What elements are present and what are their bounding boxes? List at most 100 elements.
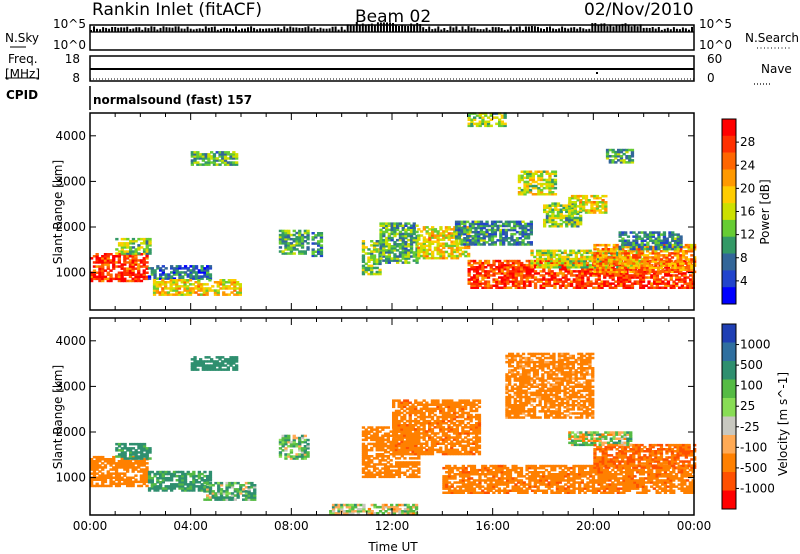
data-cell bbox=[630, 276, 635, 279]
data-cell bbox=[221, 360, 225, 363]
data-cell bbox=[583, 286, 588, 289]
data-cell bbox=[134, 462, 138, 465]
data-cell bbox=[239, 486, 243, 489]
data-cell bbox=[90, 275, 94, 279]
data-cell bbox=[278, 442, 283, 446]
data-cell bbox=[570, 218, 574, 222]
data-cell bbox=[541, 266, 545, 269]
data-cell bbox=[401, 253, 405, 256]
data-cell bbox=[632, 254, 636, 257]
data-cell bbox=[582, 201, 586, 204]
data-cell bbox=[611, 161, 615, 164]
data-cell bbox=[101, 255, 105, 258]
data-cell bbox=[624, 243, 628, 247]
data-cell bbox=[654, 262, 658, 265]
data-cell bbox=[379, 222, 383, 225]
data-cell bbox=[635, 241, 639, 245]
data-cell bbox=[619, 150, 624, 154]
data-cell bbox=[167, 476, 171, 480]
data-cell bbox=[131, 250, 136, 253]
data-cell bbox=[278, 229, 283, 233]
data-cell bbox=[565, 220, 569, 224]
data-cell bbox=[409, 249, 414, 252]
data-cell bbox=[594, 274, 599, 277]
data-cell bbox=[153, 273, 157, 276]
nsky-bar bbox=[600, 23, 603, 32]
data-cell bbox=[605, 150, 610, 154]
data-cell bbox=[547, 266, 551, 269]
data-cell bbox=[383, 473, 388, 476]
data-cell bbox=[367, 252, 371, 255]
data-cell bbox=[572, 274, 576, 277]
data-cell bbox=[295, 235, 299, 239]
data-cell bbox=[232, 368, 236, 371]
data-cell bbox=[233, 494, 237, 497]
data-cell bbox=[629, 262, 633, 265]
data-cell bbox=[287, 438, 291, 442]
nsky-bar bbox=[630, 26, 633, 32]
data-cell bbox=[229, 161, 233, 164]
data-cell bbox=[530, 259, 534, 263]
data-cell bbox=[227, 285, 231, 288]
data-cell bbox=[518, 224, 522, 228]
data-cell bbox=[637, 231, 642, 234]
data-cell bbox=[208, 496, 213, 499]
data-cell bbox=[193, 155, 197, 158]
data-cell bbox=[619, 155, 624, 158]
data-cell bbox=[522, 280, 527, 283]
data-cell bbox=[611, 266, 615, 269]
data-cell bbox=[464, 250, 468, 254]
data-cell bbox=[120, 472, 124, 475]
nsky-bar bbox=[618, 24, 621, 32]
data-cell bbox=[412, 232, 416, 236]
data-cell bbox=[545, 178, 549, 182]
data-cell bbox=[123, 462, 127, 465]
data-cell bbox=[98, 464, 102, 467]
data-cell bbox=[589, 270, 593, 273]
data-cell bbox=[612, 260, 616, 263]
data-cell bbox=[495, 278, 499, 281]
data-cell bbox=[404, 234, 408, 238]
data-cell bbox=[147, 489, 152, 492]
data-cell bbox=[98, 460, 102, 463]
data-cell bbox=[690, 248, 694, 251]
data-cell bbox=[525, 263, 529, 267]
data-cell bbox=[470, 259, 474, 263]
data-cell bbox=[488, 243, 492, 246]
nsky-bar bbox=[533, 26, 536, 32]
data-cell bbox=[287, 445, 291, 448]
data-cell bbox=[684, 245, 688, 249]
data-cell bbox=[468, 235, 473, 238]
data-cell bbox=[109, 464, 113, 467]
data-cell bbox=[604, 205, 608, 208]
data-cell bbox=[526, 170, 530, 173]
data-cell bbox=[306, 237, 310, 241]
data-cell bbox=[485, 232, 489, 236]
data-cell bbox=[90, 466, 94, 469]
data-cell bbox=[651, 266, 655, 269]
data-cell bbox=[544, 257, 548, 261]
data-cell bbox=[206, 474, 210, 478]
data-cell bbox=[190, 366, 194, 369]
data-cell bbox=[520, 188, 524, 192]
data-cell bbox=[120, 273, 124, 276]
data-cell bbox=[498, 280, 502, 283]
data-cell bbox=[553, 261, 557, 265]
data-cell bbox=[577, 251, 581, 255]
data-cell bbox=[289, 445, 294, 448]
data-cell bbox=[651, 270, 655, 274]
data-cell bbox=[639, 261, 643, 265]
data-cell bbox=[115, 248, 119, 251]
data-cell bbox=[492, 261, 496, 265]
data-cell bbox=[563, 249, 567, 253]
data-cell bbox=[475, 280, 480, 283]
data-cell bbox=[564, 274, 568, 277]
data-cell bbox=[680, 280, 684, 283]
data-cell bbox=[142, 271, 146, 274]
data-cell bbox=[478, 259, 482, 263]
data-cell bbox=[641, 261, 645, 265]
data-cell bbox=[415, 238, 419, 242]
data-cell bbox=[655, 282, 659, 285]
nsky-bar bbox=[434, 28, 437, 32]
